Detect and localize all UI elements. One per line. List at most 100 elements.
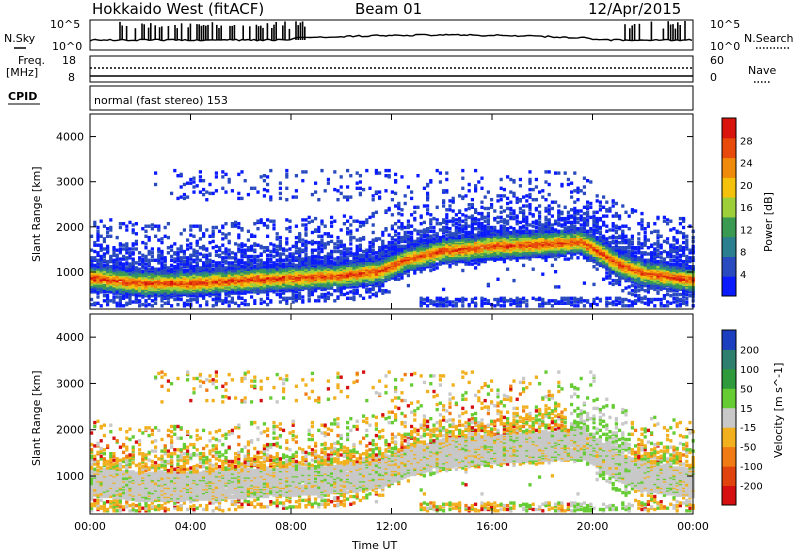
- power-cell: [323, 254, 327, 259]
- power-cell: [106, 230, 110, 235]
- power-cell: [192, 185, 196, 189]
- power-cell: [208, 240, 212, 245]
- power-cell: [301, 242, 305, 246]
- power-cell: [131, 242, 135, 246]
- power-cell: [160, 261, 164, 265]
- power-cell: [362, 235, 366, 240]
- power-cell: [400, 213, 404, 217]
- power-cell: [554, 270, 558, 274]
- power-cell: [390, 224, 394, 228]
- power-cell: [99, 234, 103, 238]
- power-cell: [266, 218, 270, 222]
- power-cell: [410, 190, 414, 194]
- power-cell: [365, 282, 369, 287]
- power-cell: [211, 232, 215, 236]
- power-cell: [189, 177, 193, 182]
- power-cell: [106, 259, 110, 264]
- power-cell: [486, 218, 490, 222]
- power-cell: [237, 247, 241, 251]
- power-cell: [170, 191, 174, 196]
- power-cell: [230, 296, 234, 300]
- power-cell: [397, 277, 401, 281]
- power-cell: [403, 194, 407, 198]
- power-cell: [387, 240, 391, 245]
- power-cell: [230, 263, 234, 268]
- power-cell: [451, 209, 455, 213]
- power-cell: [134, 247, 138, 251]
- power-cell: [454, 218, 458, 222]
- power-cell: [112, 249, 116, 254]
- power-cell: [106, 265, 110, 269]
- power-cell: [477, 218, 481, 222]
- power-cell: [150, 258, 154, 262]
- power-cell: [349, 223, 353, 227]
- power-cell: [400, 235, 404, 240]
- power-cell: [314, 248, 318, 252]
- noise-tick-bottom-left: 10^0: [52, 40, 82, 53]
- power-cell: [413, 216, 417, 221]
- power-cell: [224, 235, 228, 240]
- power-cell: [93, 223, 97, 227]
- power-cell: [134, 242, 138, 246]
- power-cell: [314, 254, 318, 259]
- power-cell: [326, 252, 330, 256]
- power-cell: [304, 170, 308, 174]
- beam-label: Beam 01: [355, 0, 422, 18]
- power-cell: [176, 257, 180, 261]
- power-cell: [278, 292, 282, 297]
- power-cell: [246, 238, 250, 242]
- power-cell: [534, 185, 538, 189]
- power-cell: [166, 222, 170, 226]
- power-cell: [272, 254, 276, 259]
- power-cell: [486, 282, 490, 287]
- power-cell: [346, 219, 350, 223]
- power-cell: [166, 286, 170, 290]
- power-cell: [496, 229, 500, 233]
- power-cell: [256, 262, 260, 266]
- power-cell: [102, 270, 106, 274]
- power-cell: [390, 198, 394, 202]
- power-cell: [474, 266, 478, 270]
- power-cell: [240, 196, 244, 201]
- power-cell: [154, 258, 158, 262]
- power-cell: [131, 267, 135, 271]
- power-cell: [451, 216, 455, 221]
- power-cell: [275, 232, 279, 236]
- power-cell: [163, 301, 167, 305]
- power-cell: [554, 299, 558, 303]
- power-cell: [93, 220, 97, 225]
- power-cell: [294, 195, 298, 199]
- power-cell: [285, 168, 289, 173]
- power-cell: [467, 189, 471, 193]
- power-cell: [170, 254, 174, 259]
- power-cell: [138, 262, 142, 266]
- power-cell: [544, 206, 548, 211]
- power-cell: [214, 253, 218, 257]
- power-cell: [358, 237, 362, 241]
- power-cell: [333, 261, 337, 265]
- power-cell: [362, 187, 366, 192]
- power-cell: [192, 180, 196, 184]
- power-cell: [214, 175, 218, 179]
- power-cell: [442, 297, 446, 302]
- power-cell: [448, 227, 452, 231]
- power-cell: [202, 295, 206, 299]
- power-cell: [422, 220, 426, 225]
- date-label: 12/Apr/2015: [588, 0, 681, 18]
- power-cell: [118, 247, 122, 251]
- power-cell: [192, 273, 196, 278]
- power-cell: [182, 262, 186, 266]
- power-cell: [115, 248, 119, 252]
- power-cell: [451, 196, 455, 201]
- power-cell: [355, 219, 359, 223]
- power-cell: [102, 258, 106, 262]
- power-cell: [125, 301, 129, 305]
- power-cell: [198, 252, 202, 256]
- power-cell: [269, 249, 273, 254]
- power-cell: [547, 182, 551, 187]
- power-cell: [406, 219, 410, 223]
- power-cell: [198, 190, 202, 194]
- power-cell: [208, 234, 212, 238]
- power-cell: [278, 191, 282, 196]
- power-cell: [150, 247, 154, 251]
